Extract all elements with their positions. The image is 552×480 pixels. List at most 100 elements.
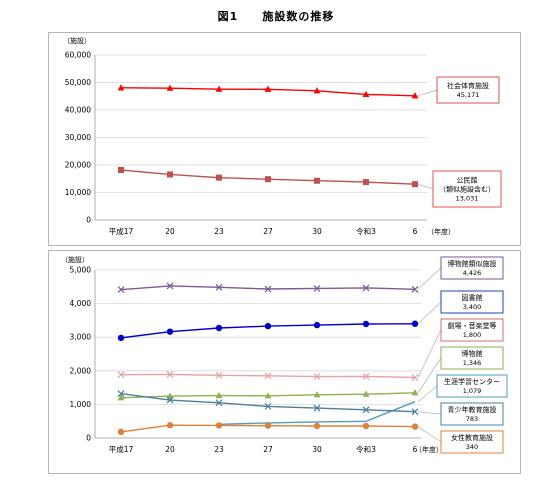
series-3	[117, 370, 419, 381]
y-tick-label: 30,000	[65, 133, 91, 142]
data-point	[313, 373, 321, 381]
data-point	[117, 286, 125, 293]
data-point	[215, 283, 223, 291]
data-point	[313, 284, 321, 292]
data-point	[264, 322, 272, 330]
x-tick-label: 令和3	[356, 226, 376, 236]
data-point	[313, 321, 321, 329]
y-tick-label: 1,000	[70, 400, 92, 409]
data-point	[167, 171, 173, 178]
data-point	[215, 422, 223, 429]
data-point	[313, 422, 321, 430]
data-point	[216, 174, 222, 181]
x-unit-label: （年度）	[415, 445, 443, 454]
y-tick-label: 5,000	[70, 266, 92, 275]
x-tick-label: 20	[165, 227, 175, 236]
data-point	[215, 399, 223, 407]
data-point	[117, 84, 125, 91]
legend-label-2: 公民館（類似施設含む）13,031	[417, 170, 502, 208]
line-chart-top: （施設） 0 10,000 20,000 30,000 40,000 50,000 60,00…	[63, 36, 502, 236]
label-box	[440, 430, 504, 454]
label-text: 13,031	[456, 195, 479, 203]
x-tick-label: 6	[413, 445, 418, 454]
y-unit-label: （施設）	[63, 36, 91, 45]
label-text: 公民館	[457, 176, 478, 185]
label-box	[436, 374, 508, 398]
data-point	[411, 92, 419, 99]
label-box	[440, 318, 504, 342]
label-text: 4,426	[463, 269, 482, 277]
label-text: 博物館類似施設	[448, 259, 497, 268]
x-tick-label: 23	[214, 445, 224, 454]
label-box	[436, 76, 500, 104]
y-tick-label: 0	[86, 216, 91, 225]
data-point	[362, 284, 370, 292]
figure-title: 図1 施設数の推移	[217, 10, 335, 23]
data-point	[215, 324, 223, 332]
data-point	[117, 334, 125, 342]
leader-line	[417, 89, 438, 97]
data-point	[264, 285, 272, 293]
label-text: 1,800	[463, 331, 482, 339]
data-point	[362, 90, 370, 98]
label-box	[440, 256, 504, 280]
label-text: 1,346	[463, 359, 482, 367]
leader-line	[417, 267, 442, 290]
label-text: 図書館	[462, 293, 483, 302]
x-tick-label: 令和3	[356, 444, 376, 454]
label-text: 45,171	[457, 91, 480, 99]
data-point	[363, 179, 369, 186]
y-unit-label: （施設）	[61, 255, 89, 264]
y-tick-label: 10,000	[65, 188, 91, 197]
data-point	[264, 402, 272, 410]
series-6	[117, 390, 419, 416]
label-text: 340	[466, 443, 478, 451]
y-tick-label: 2,000	[70, 366, 92, 375]
label-text: 1,079	[463, 387, 482, 395]
data-point	[166, 282, 174, 290]
x-tick-label: 平成17	[109, 444, 134, 454]
x-unit-label: （年度）	[427, 227, 455, 236]
x-tick-label: 6	[413, 227, 418, 236]
leader-line	[417, 426, 442, 443]
y-tick-label: 3,000	[70, 333, 92, 342]
data-point	[313, 391, 321, 398]
data-point	[362, 390, 370, 397]
chart-panel-facilities-large: （施設） 0 10,000 20,000 30,000 40,000 50,000 60,00…	[48, 32, 521, 246]
y-tick-label: 4,000	[70, 299, 92, 308]
data-point	[166, 84, 174, 91]
x-tick-label: 27	[263, 445, 273, 454]
label-text: 博物館	[462, 349, 483, 358]
leader-line	[417, 301, 442, 325]
y-tick-label: 40,000	[65, 106, 91, 115]
leader-line	[417, 411, 442, 415]
label-text: 783	[466, 415, 478, 423]
data-point	[215, 391, 223, 399]
series-1	[117, 84, 419, 99]
data-point	[411, 423, 419, 430]
leader-line	[417, 385, 438, 403]
data-point	[362, 373, 370, 380]
data-point	[166, 392, 174, 399]
label-text: 生涯学習センター	[444, 377, 500, 386]
data-point	[411, 408, 419, 416]
x-tick-label: 20	[165, 445, 175, 454]
data-point	[265, 176, 271, 183]
y-tick-label: 50,000	[65, 78, 91, 87]
data-point	[166, 370, 174, 378]
series-2	[117, 320, 419, 342]
series-4	[117, 389, 419, 401]
label-text: 女性教育施設	[451, 433, 493, 442]
data-point	[264, 85, 272, 92]
data-point	[313, 404, 321, 412]
leader-line	[417, 329, 442, 378]
leader-line	[417, 183, 434, 190]
x-tick-label: 30	[312, 445, 322, 454]
data-point	[215, 371, 223, 379]
data-point	[412, 181, 418, 188]
